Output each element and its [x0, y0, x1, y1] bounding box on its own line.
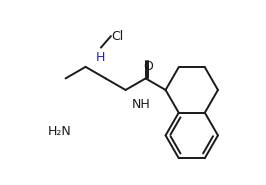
Text: H: H [96, 51, 106, 64]
Text: Cl: Cl [111, 30, 123, 43]
Text: O: O [143, 60, 153, 73]
Text: NH: NH [132, 98, 151, 111]
Text: H₂N: H₂N [48, 125, 72, 138]
